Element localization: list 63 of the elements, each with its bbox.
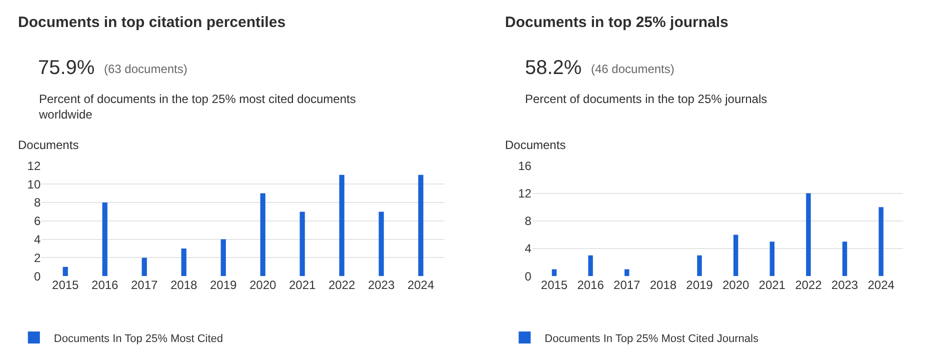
x-tick-label: 2023 <box>831 278 858 292</box>
x-tick-label: 2021 <box>758 278 786 292</box>
bar <box>220 239 226 276</box>
bar <box>62 266 68 276</box>
x-tick-label: 2019 <box>686 278 714 292</box>
chart-title: Documents in top 25% journals <box>505 14 728 31</box>
x-tick-label: 2020 <box>722 278 750 292</box>
text: (63 documents) <box>104 62 188 76</box>
bar <box>300 212 305 276</box>
y-tick-label: 2 <box>34 250 41 265</box>
x-tick-label: 2018 <box>170 278 198 292</box>
bar <box>588 255 593 276</box>
bar <box>878 207 884 276</box>
bar <box>770 242 774 276</box>
x-tick-label: 2017 <box>614 278 641 292</box>
y-tick-label: 12 <box>27 158 41 173</box>
x-tick-label: 2017 <box>131 278 158 292</box>
y-tick-label: 0 <box>524 269 532 284</box>
chart-subtitle: 75.9% <box>38 57 95 79</box>
chart-subtitle: 58.2% <box>525 57 582 79</box>
bar <box>624 269 630 276</box>
chart-title: Documents in top citation percentiles <box>18 14 286 31</box>
legend-label: Documents In Top 25% Most Cited <box>54 332 224 345</box>
y-tick-label: 16 <box>518 158 532 173</box>
bar <box>697 255 702 276</box>
text: Percent of documents in the top 25% journals <box>525 92 768 106</box>
x-tick-label: 2016 <box>577 278 604 292</box>
bar <box>339 174 344 276</box>
x-tick-label: 2018 <box>650 278 677 292</box>
x-tick-label: 2022 <box>328 278 356 292</box>
y-tick-label: 4 <box>524 242 532 256</box>
bar <box>733 234 738 276</box>
text: Percent of documents in the top 25% most cited documents worldwide <box>38 92 356 122</box>
bar <box>418 174 424 276</box>
x-tick-label: 2016 <box>92 278 119 292</box>
bar <box>181 248 186 276</box>
x-tick-label: 2019 <box>210 278 237 292</box>
y-tick-label: 12 <box>518 186 532 200</box>
bar <box>142 258 147 276</box>
y-tick-label: 0 <box>34 269 41 284</box>
bar <box>260 193 266 276</box>
x-tick-label: 2024 <box>868 278 895 292</box>
x-tick-label: 2021 <box>288 278 316 292</box>
x-tick-label: 2015 <box>540 278 568 292</box>
x-tick-label: 2022 <box>795 278 822 292</box>
x-tick-label: 2024 <box>407 278 434 292</box>
legend-label: Documents In Top 25% Most Cited Journals <box>544 332 759 345</box>
text: (46 documents) <box>591 62 674 76</box>
y-tick-label: 4 <box>34 232 41 246</box>
y-tick-label: 10 <box>27 177 41 192</box>
x-tick-label: 2020 <box>249 278 276 292</box>
x-tick-label: 2023 <box>368 278 395 292</box>
y-axis-title: Documents <box>505 138 566 152</box>
bar <box>378 212 384 276</box>
y-tick-label: 8 <box>34 196 41 210</box>
bar <box>842 242 848 276</box>
x-tick-label: 2015 <box>52 278 80 292</box>
y-axis-title: Documents <box>18 138 79 152</box>
bar <box>552 269 557 276</box>
bar <box>102 202 108 276</box>
y-tick-label: 8 <box>524 214 532 228</box>
bar <box>806 193 811 276</box>
y-tick-label: 6 <box>34 214 41 228</box>
